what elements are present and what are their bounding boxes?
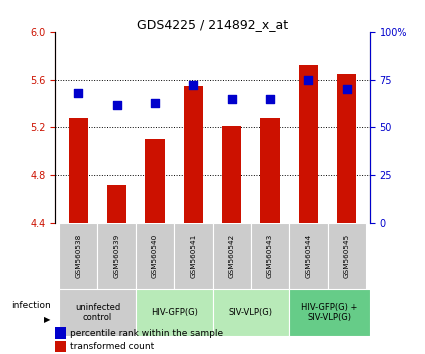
Bar: [251, 223, 289, 289]
Point: [228, 96, 235, 102]
Point: [305, 77, 312, 82]
Text: GSM560541: GSM560541: [190, 234, 196, 278]
Bar: [212, 223, 251, 289]
Text: HIV-GFP(G): HIV-GFP(G): [151, 308, 198, 317]
Bar: [212, 289, 289, 336]
Text: percentile rank within the sample: percentile rank within the sample: [70, 329, 223, 338]
Bar: [136, 289, 212, 336]
Text: infection: infection: [11, 301, 51, 310]
Point: [266, 96, 273, 102]
Bar: [261, 118, 280, 223]
Bar: [145, 139, 164, 223]
Text: GSM560545: GSM560545: [344, 234, 350, 278]
Bar: [59, 289, 136, 336]
Text: SIV-VLP(G): SIV-VLP(G): [229, 308, 273, 317]
Title: GDS4225 / 214892_x_at: GDS4225 / 214892_x_at: [137, 18, 288, 31]
Point: [343, 86, 350, 92]
Bar: [69, 118, 88, 223]
Text: GSM560543: GSM560543: [267, 234, 273, 278]
Bar: [328, 223, 366, 289]
Bar: [136, 223, 174, 289]
Bar: [97, 223, 136, 289]
Bar: [337, 74, 356, 223]
Text: GSM560540: GSM560540: [152, 234, 158, 278]
Bar: [299, 65, 318, 223]
Text: GSM560542: GSM560542: [229, 234, 235, 278]
Bar: [184, 86, 203, 223]
Text: GSM560539: GSM560539: [113, 234, 119, 278]
Bar: [59, 223, 97, 289]
Text: ▶: ▶: [44, 315, 51, 324]
Bar: [174, 223, 212, 289]
Bar: [222, 126, 241, 223]
Text: GSM560538: GSM560538: [75, 234, 81, 278]
Point: [152, 100, 159, 105]
Text: transformed count: transformed count: [70, 342, 154, 351]
Bar: [289, 289, 370, 336]
Bar: [289, 223, 328, 289]
Text: uninfected
control: uninfected control: [75, 303, 120, 322]
Point: [113, 102, 120, 107]
Text: HIV-GFP(G) +
SIV-VLP(G): HIV-GFP(G) + SIV-VLP(G): [301, 303, 358, 322]
Point: [75, 90, 82, 96]
Point: [190, 82, 197, 88]
Bar: [107, 185, 126, 223]
Text: GSM560544: GSM560544: [306, 234, 312, 278]
